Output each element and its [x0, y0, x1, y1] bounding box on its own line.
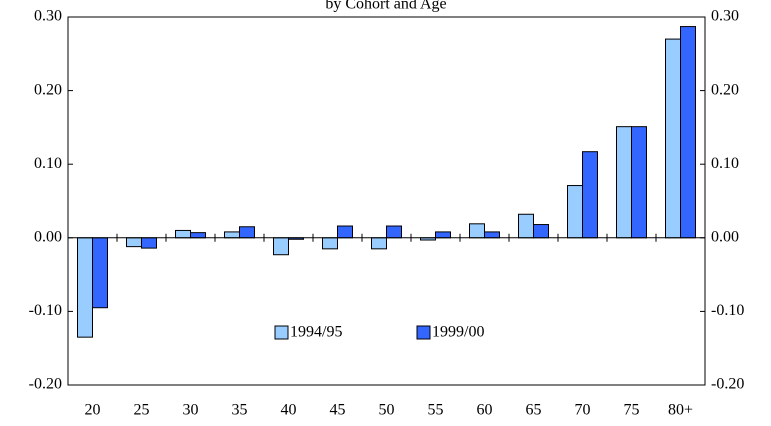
bar — [518, 213, 534, 239]
x-tick-label: 20 — [85, 402, 101, 419]
bar — [371, 237, 387, 250]
bar — [631, 126, 647, 239]
plot-area — [67, 16, 706, 386]
y2-tick-label: 0.20 — [711, 81, 739, 98]
bar — [77, 237, 93, 338]
bar — [322, 237, 338, 250]
bar — [484, 231, 500, 239]
y-tick-label: 0.00 — [34, 228, 62, 245]
bar — [665, 38, 681, 239]
bar — [435, 231, 451, 239]
bar — [239, 226, 255, 239]
x-tick-label: 55 — [428, 402, 444, 419]
bar — [224, 231, 240, 239]
x-tick-label: 25 — [134, 402, 150, 419]
y2-tick-label: -0.10 — [711, 302, 744, 319]
x-tick-label: 35 — [232, 402, 248, 419]
legend-label: 1999/00 — [432, 324, 484, 341]
y2-tick-label: 0.00 — [711, 228, 739, 245]
legend-swatch — [416, 325, 431, 340]
bar — [126, 237, 142, 248]
bar — [469, 223, 485, 239]
bar — [175, 229, 191, 239]
bar — [533, 224, 549, 239]
y-tick-label: 0.10 — [34, 155, 62, 172]
x-tick-label: 40 — [281, 402, 297, 419]
y2-tick-label: -0.20 — [711, 376, 744, 393]
bar — [386, 225, 402, 239]
x-tick-label: 60 — [477, 402, 493, 419]
x-tick-label: 30 — [183, 402, 199, 419]
x-tick-label: 45 — [330, 402, 346, 419]
bar — [190, 232, 206, 239]
bar — [337, 225, 353, 239]
bar — [616, 126, 632, 239]
bar — [567, 185, 583, 239]
y-tick-label: -0.10 — [29, 302, 62, 319]
x-tick-label: 70 — [575, 402, 591, 419]
y-tick-label: 0.30 — [34, 8, 62, 25]
chart-title: by Cohort and Age — [325, 0, 446, 13]
bar — [141, 237, 157, 249]
y-tick-label: 0.20 — [34, 81, 62, 98]
bar — [92, 237, 108, 309]
legend-swatch — [274, 325, 289, 340]
legend-label: 1994/95 — [290, 324, 342, 341]
x-tick-label: 80+ — [668, 402, 693, 419]
x-tick-label: 75 — [624, 402, 640, 419]
y2-tick-label: 0.30 — [711, 8, 739, 25]
bar — [273, 237, 289, 256]
y2-tick-label: 0.10 — [711, 155, 739, 172]
bar — [582, 151, 598, 239]
x-tick-label: 65 — [526, 402, 542, 419]
y-tick-label: -0.20 — [29, 376, 62, 393]
bar — [680, 26, 696, 239]
x-tick-label: 50 — [379, 402, 395, 419]
